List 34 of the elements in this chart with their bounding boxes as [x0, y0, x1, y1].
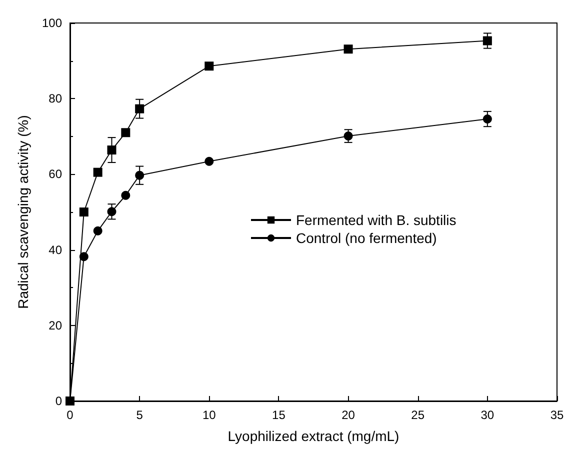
x-tick-label: 5: [136, 408, 144, 422]
y-tick-label: 60: [48, 167, 62, 182]
point: [121, 128, 130, 138]
point: [204, 156, 214, 166]
y-axis-title: Radical scavenging activity (%): [15, 115, 31, 309]
y-tick-label: 100: [42, 16, 62, 30]
x-axis-title: Lyophilized extract (mg/mL): [228, 428, 400, 444]
point: [79, 252, 88, 262]
point: [107, 146, 116, 155]
point: [482, 36, 492, 46]
x-tick-label: 0: [66, 408, 74, 422]
x-tick-label: 20: [342, 408, 356, 422]
y-tick-label: 20: [48, 318, 62, 332]
x-tick-label: 10: [202, 408, 216, 422]
y-tick-label: 0: [55, 394, 62, 408]
point: [93, 168, 102, 177]
point: [344, 44, 353, 54]
point: [107, 207, 116, 216]
x-tick-label: 25: [411, 408, 425, 422]
point: [93, 226, 102, 236]
point: [482, 114, 492, 124]
point: [135, 104, 144, 114]
point: [79, 208, 88, 216]
x-tick-label: 30: [480, 408, 494, 422]
x-tick-label: 15: [272, 408, 286, 422]
y-tick-label: 80: [48, 92, 62, 106]
point: [135, 170, 144, 180]
point: [204, 62, 214, 71]
point: [344, 132, 353, 141]
point: [121, 190, 130, 200]
legend-label: Fermented with B. subtilis: [296, 212, 456, 228]
y-tick-label: 40: [48, 242, 62, 257]
legend-label: Control (no fermented): [296, 230, 437, 246]
x-tick-label: 35: [550, 408, 564, 422]
